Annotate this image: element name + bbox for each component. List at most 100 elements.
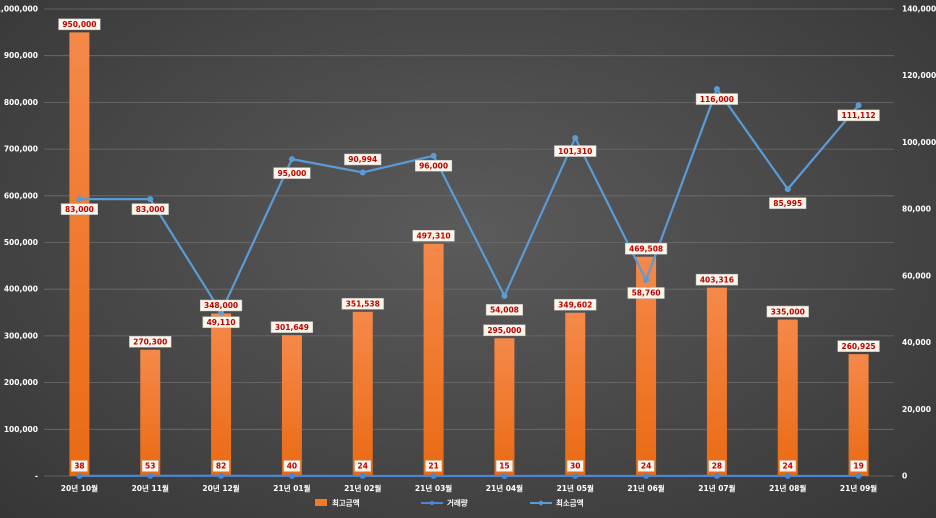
left-axis-tick-label: 700,000 bbox=[4, 145, 38, 154]
volume-point bbox=[855, 472, 862, 479]
bar-max-price bbox=[211, 313, 232, 476]
right-axis-tick-label: 120,000 bbox=[902, 71, 936, 80]
min-price-point bbox=[713, 86, 720, 93]
category-label: 21년 07월 bbox=[698, 483, 735, 493]
bar-max-price-label-box bbox=[766, 305, 809, 318]
left-axis-tick-label: 1,000,000 bbox=[0, 5, 38, 14]
right-axis-tick-label: 100,000 bbox=[902, 138, 936, 147]
bar-max-price-label: 301,649 bbox=[275, 323, 309, 332]
right-axis-tick-label: 40,000 bbox=[902, 338, 931, 347]
min-price-point bbox=[76, 196, 83, 203]
min-price-point bbox=[501, 292, 508, 299]
right-axis-ticks: 0 20,000 40,000 60,000 80,000 100,000 120,000 1… bbox=[902, 5, 936, 481]
bar-max-price-label-box bbox=[412, 230, 455, 242]
min-price-point bbox=[784, 186, 791, 193]
bar-max-price bbox=[281, 335, 302, 476]
bar-max-price-label: 335,000 bbox=[771, 307, 805, 316]
bar-max-price-label-box bbox=[483, 324, 526, 336]
bar-max-price bbox=[565, 312, 586, 476]
left-axis-tick-label: 400,000 bbox=[4, 285, 38, 294]
volume-label-box bbox=[212, 460, 230, 472]
volume-point bbox=[501, 472, 508, 479]
bar-max-price-label-box bbox=[199, 299, 243, 312]
bar-max-price bbox=[423, 243, 444, 476]
min-price-point bbox=[147, 196, 154, 203]
min-price-label: 58,760 bbox=[632, 289, 661, 298]
volume-label-box bbox=[566, 460, 584, 472]
category-label: 21년 03월 bbox=[415, 483, 452, 493]
volume-label-box bbox=[708, 460, 726, 472]
min-price-point bbox=[359, 169, 366, 176]
category-label: 21년 02월 bbox=[344, 483, 381, 493]
bar-max-price-label: 403,316 bbox=[700, 275, 734, 284]
legend-label-max-price: 최고금액 bbox=[332, 498, 360, 508]
right-axis-tick-label: 60,000 bbox=[902, 271, 931, 280]
min-price-point bbox=[288, 156, 295, 163]
min-price-label-box bbox=[695, 93, 739, 105]
min-price-label: 101,310 bbox=[558, 147, 592, 156]
left-axis-tick-label: 500,000 bbox=[4, 238, 38, 247]
bar-max-price-label: 497,310 bbox=[416, 231, 450, 240]
bar-max-price-label: 349,602 bbox=[558, 300, 592, 309]
min-price-label: 90,994 bbox=[348, 155, 377, 164]
min-price-label-box bbox=[273, 167, 311, 179]
category-label: 21년 01월 bbox=[273, 483, 310, 493]
bar-max-price-label: 469,508 bbox=[629, 244, 663, 253]
legend-volume-marker bbox=[429, 500, 435, 506]
category-label: 21년 06월 bbox=[627, 483, 664, 493]
min-price-label-box bbox=[485, 304, 523, 316]
volume-label: 24 bbox=[783, 462, 793, 471]
left-axis-tick-label: 200,000 bbox=[4, 378, 38, 387]
volume-label: 24 bbox=[641, 462, 651, 471]
min-price-label-box bbox=[769, 197, 807, 209]
volume-label-box bbox=[354, 460, 372, 472]
min-price-label-box bbox=[627, 287, 665, 299]
bar-max-price bbox=[848, 354, 869, 476]
left-axis-tick-label: 300,000 bbox=[4, 331, 38, 340]
volume-label: 40 bbox=[287, 462, 297, 471]
category-label: 21년 08월 bbox=[769, 483, 806, 493]
volume-label-box bbox=[496, 460, 513, 472]
min-price-point bbox=[855, 102, 862, 109]
right-axis-tick-label: 80,000 bbox=[902, 205, 931, 214]
min-price-label-box bbox=[202, 316, 240, 328]
category-label: 20년 12월 bbox=[202, 483, 239, 493]
bar-max-price bbox=[777, 319, 798, 476]
min-price-label: 96,000 bbox=[419, 161, 448, 170]
min-price-label: 111,112 bbox=[841, 111, 875, 120]
min-price-label-box bbox=[344, 153, 382, 166]
bar-max-price bbox=[69, 32, 90, 476]
bar-max-price-label: 295,000 bbox=[487, 326, 521, 335]
volume-point bbox=[713, 472, 720, 479]
min-price-label: 54,008 bbox=[490, 306, 519, 315]
legend: 최고금액 거래량 최소금액 bbox=[315, 498, 584, 508]
min-price-label: 83,000 bbox=[136, 205, 165, 214]
bar-max-price-label-box bbox=[129, 336, 172, 348]
category-label: 20년 10월 bbox=[61, 483, 98, 493]
volume-point bbox=[572, 472, 579, 479]
bar-max-price-label-box bbox=[554, 298, 597, 311]
volume-label: 15 bbox=[499, 462, 509, 471]
bar-max-price bbox=[140, 349, 161, 476]
volume-label: 30 bbox=[570, 462, 580, 471]
volume-label: 21 bbox=[428, 462, 438, 471]
category-label: 21년 04월 bbox=[486, 483, 523, 493]
bar-max-price-label: 270,300 bbox=[133, 337, 167, 346]
bar-max-price-label-box bbox=[58, 18, 101, 31]
bar-max-price-label: 260,925 bbox=[841, 342, 875, 351]
volume-label-box bbox=[850, 460, 867, 472]
min-price-label: 116,000 bbox=[700, 95, 734, 104]
volume-point bbox=[76, 472, 83, 479]
min-price-label: 49,110 bbox=[207, 318, 236, 327]
left-axis-tick-label: 600,000 bbox=[4, 191, 38, 200]
bar-max-price-label: 950,000 bbox=[62, 20, 96, 29]
min-price-point bbox=[572, 135, 579, 142]
min-price-point bbox=[643, 276, 650, 283]
volume-label-box bbox=[71, 460, 88, 472]
legend-min-price-marker bbox=[538, 500, 544, 506]
min-price-label-box bbox=[554, 145, 597, 157]
volume-label: 38 bbox=[74, 462, 84, 471]
left-axis-tick-label: 900,000 bbox=[4, 51, 38, 60]
bar-max-price-label-box bbox=[837, 340, 880, 352]
bar-max-price-label: 348,000 bbox=[204, 301, 238, 310]
